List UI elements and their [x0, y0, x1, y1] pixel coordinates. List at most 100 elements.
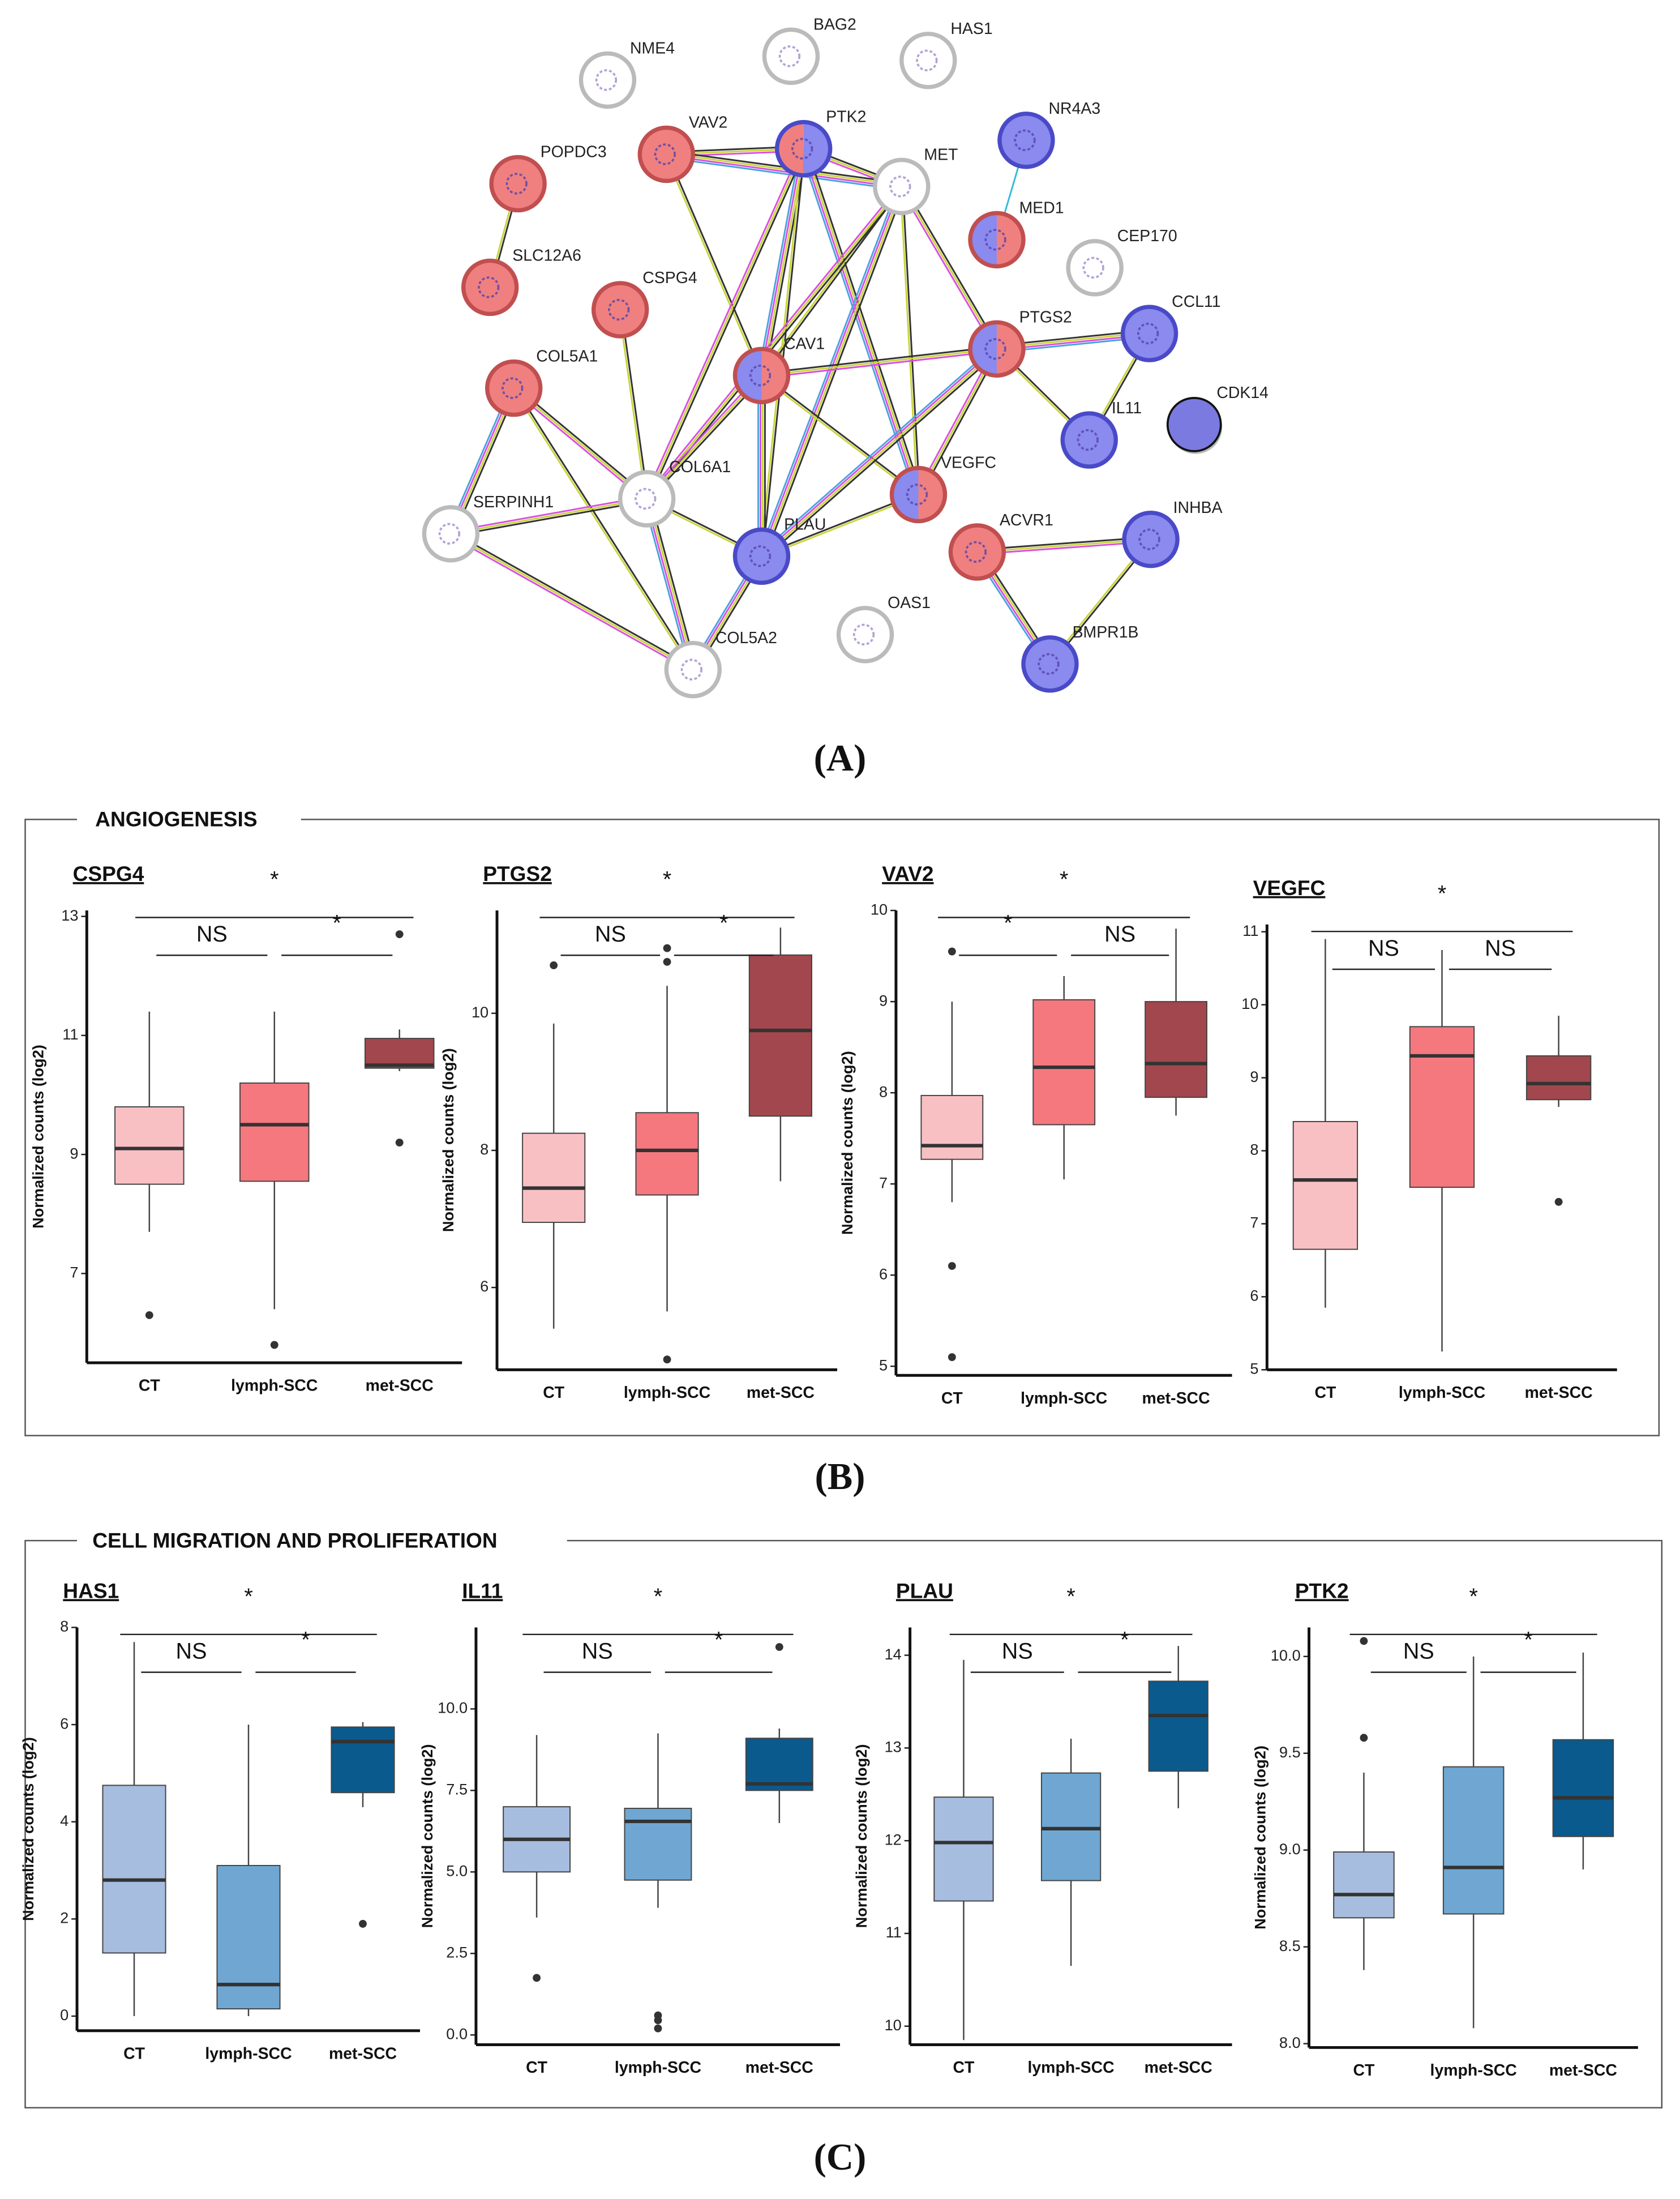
edge	[902, 186, 920, 495]
outlier	[359, 1920, 367, 1928]
y-tick-label: 5	[1250, 1360, 1258, 1377]
y-tick-label: 6	[480, 1277, 488, 1295]
edge	[899, 186, 919, 495]
section-title: CELL MIGRATION AND PROLIFERATION	[92, 1528, 497, 1552]
significance-label: *	[333, 910, 341, 935]
node	[618, 470, 676, 528]
x-tick-label: CT	[1314, 1384, 1336, 1402]
x-tick-label: lymph-SCC	[1399, 1384, 1485, 1402]
node-label: PTGS2	[1019, 308, 1072, 326]
edge	[764, 187, 906, 558]
node-structure	[635, 487, 657, 510]
x-tick-label: CT	[526, 2059, 548, 2077]
box	[364, 1038, 435, 1069]
edge	[449, 534, 693, 673]
x-tick-label: CT	[543, 1384, 565, 1402]
edge	[761, 349, 998, 558]
node-half	[735, 349, 762, 403]
y-tick-label: 10.0	[1271, 1646, 1301, 1664]
x-tick-label: lymph-SCC	[615, 2059, 701, 2077]
outlier	[948, 947, 956, 956]
box	[1292, 1120, 1358, 1250]
x-tick-label: met-SCC	[329, 2044, 397, 2063]
node-structure	[1038, 653, 1060, 675]
node-label: SLC12A6	[512, 247, 581, 265]
x-tick-label: met-SCC	[1145, 2059, 1212, 2077]
edge	[764, 149, 808, 377]
x-tick-label: lymph-SCC	[205, 2044, 292, 2063]
edge	[514, 387, 695, 670]
node-label: CEP170	[1117, 227, 1177, 245]
y-tick-label: 8	[480, 1140, 488, 1158]
y-tick-label: 5.0	[446, 1862, 468, 1880]
significance-label: NS	[1104, 922, 1135, 947]
edge	[761, 350, 997, 379]
edge	[760, 148, 804, 376]
edge	[451, 500, 648, 537]
edge	[901, 186, 998, 350]
edge	[620, 309, 649, 499]
significance-label: NS	[595, 922, 626, 947]
significance-label: *	[719, 910, 728, 935]
node	[997, 112, 1055, 169]
node-structure	[984, 338, 1006, 360]
y-tick-label: 9	[879, 991, 888, 1009]
node-structure	[478, 276, 500, 298]
y-tick-label: 11	[62, 1025, 78, 1043]
node	[1166, 397, 1222, 452]
node-structure	[791, 138, 813, 160]
panel-label: (C)	[814, 2136, 867, 2178]
chart-title: PTK2	[1295, 1578, 1349, 1602]
edge	[799, 149, 916, 496]
box	[1442, 1766, 1505, 1915]
edge	[976, 536, 1151, 551]
y-tick-label: 7	[1250, 1214, 1258, 1231]
y-tick-label: 0.0	[446, 2025, 468, 2042]
box	[1032, 999, 1096, 1126]
significance-label: *	[301, 1628, 310, 1653]
x-tick-label: met-SCC	[1549, 2061, 1617, 2080]
edge	[804, 148, 920, 495]
edge	[451, 498, 647, 535]
node-structure	[749, 545, 772, 567]
box	[1145, 1001, 1208, 1098]
y-axis-label: Normalized counts (log2)	[1252, 1745, 1269, 1930]
outlier	[550, 961, 558, 969]
node-half	[892, 468, 919, 521]
node-label: COL5A2	[715, 629, 777, 647]
chart-title: VAV2	[882, 862, 933, 885]
x-tick-label: CT	[123, 2044, 145, 2063]
node-structure	[965, 541, 987, 563]
box	[1040, 1772, 1102, 1881]
edge	[644, 147, 803, 498]
node-structure	[608, 298, 630, 321]
box	[331, 1726, 395, 1794]
node	[873, 157, 931, 216]
node-structure	[916, 49, 938, 71]
significance-label: NS	[1368, 936, 1399, 961]
node	[1122, 510, 1180, 568]
node-label: OAS1	[888, 594, 931, 612]
node-label: PTK2	[826, 108, 866, 126]
y-axis-label: Normalized counts (log2)	[29, 1045, 46, 1229]
significance-label: *	[244, 1584, 252, 1609]
node-half	[803, 122, 830, 176]
outlier	[654, 2016, 662, 2025]
y-tick-label: 9.0	[1279, 1840, 1301, 1858]
y-tick-label: 9.5	[1279, 1743, 1301, 1761]
x-tick-label: lymph-SCC	[1430, 2061, 1517, 2080]
chart-title: CSPG4	[73, 862, 144, 885]
y-tick-label: 6	[879, 1265, 888, 1282]
outlier	[395, 930, 404, 939]
outlier	[948, 1262, 956, 1270]
node-structure	[749, 365, 772, 387]
y-tick-label: 6	[60, 1714, 68, 1732]
node-label: NR4A3	[1049, 100, 1101, 118]
y-tick-label: 14	[885, 1645, 902, 1663]
node-structure	[505, 173, 528, 195]
x-tick-label: met-SCC	[747, 1384, 815, 1402]
node	[422, 505, 480, 563]
node	[836, 606, 894, 664]
section-frame	[24, 819, 1660, 1436]
